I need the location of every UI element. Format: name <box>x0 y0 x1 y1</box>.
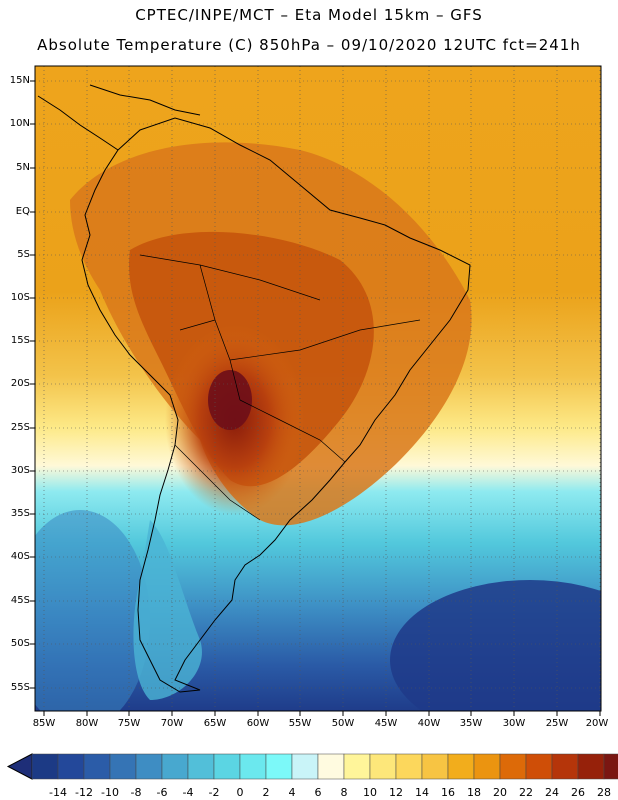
colorbar-swatch <box>499 753 527 780</box>
colorbar-swatch <box>421 753 449 780</box>
lon-label: 20W <box>585 718 609 729</box>
axis-ticks <box>30 80 601 716</box>
lon-label: 50W <box>331 718 355 729</box>
colorbar-label: 22 <box>519 786 533 799</box>
colorbar-swatch <box>369 753 397 780</box>
colorbar-swatch <box>447 753 475 780</box>
lon-label: 35W <box>459 718 483 729</box>
colorbar-swatch <box>239 753 267 780</box>
colorbar-swatch <box>317 753 345 780</box>
country-borders <box>139 254 421 521</box>
colorbar-label: 28 <box>597 786 611 799</box>
colorbar-swatch <box>57 753 85 780</box>
colorbar-label: 18 <box>467 786 481 799</box>
lon-label: 85W <box>32 718 56 729</box>
lon-label: 25W <box>545 718 569 729</box>
lat-label: 15N <box>9 75 30 86</box>
lon-label: 55W <box>288 718 312 729</box>
colorbar-label: 4 <box>288 786 296 799</box>
colorbar-label: 10 <box>363 786 377 799</box>
lat-label: 45S <box>10 595 30 606</box>
colorbar-label: -14 <box>49 786 67 799</box>
colorbar-swatch <box>135 753 163 780</box>
colorbar-swatch <box>551 753 579 780</box>
colorbar-label: 20 <box>493 786 507 799</box>
colorbar-swatch <box>473 753 501 780</box>
colorbar-label: -12 <box>75 786 93 799</box>
lat-label: 10S <box>10 292 30 303</box>
lat-label: 55S <box>10 682 30 693</box>
colorbar-swatch <box>343 753 371 780</box>
colorbar-label: -4 <box>182 786 194 799</box>
colorbar-swatch <box>109 753 137 780</box>
lat-label: 35S <box>10 508 30 519</box>
colorbar-swatch <box>213 753 241 780</box>
colorbar-label: -8 <box>130 786 142 799</box>
map-title-line-1: CPTEC/INPE/MCT – Eta Model 15km – GFS <box>135 6 483 24</box>
colorbar-under-arrow <box>6 753 33 780</box>
colorbar-swatch <box>291 753 319 780</box>
colorbar-label: -2 <box>208 786 220 799</box>
colorbar-swatch <box>161 753 189 780</box>
colorbar-swatch <box>31 753 59 780</box>
lon-label: 45W <box>374 718 398 729</box>
lat-label: 30S <box>10 465 30 476</box>
lat-label: 5S <box>17 249 30 260</box>
colorbar-label: 2 <box>262 786 270 799</box>
colorbar-label: 26 <box>571 786 585 799</box>
colorbar-swatch <box>577 753 605 780</box>
colorbar-swatch <box>603 753 618 780</box>
lat-label: 50S <box>10 638 30 649</box>
colorbar-label: -6 <box>156 786 168 799</box>
colorbar-swatch <box>83 753 111 780</box>
south-america-coastline <box>81 117 471 693</box>
lat-label: 10N <box>9 118 30 129</box>
lon-label: 75W <box>117 718 141 729</box>
colorbar-swatch <box>525 753 553 780</box>
colorbar-label: -10 <box>101 786 119 799</box>
colorbar-label: 24 <box>545 786 559 799</box>
colorbar-swatch <box>395 753 423 780</box>
colorbar-label: 16 <box>441 786 455 799</box>
colorbar-swatch <box>187 753 215 780</box>
colorbar-label: 14 <box>415 786 429 799</box>
colorbar-label: 12 <box>389 786 403 799</box>
lon-label: 60W <box>246 718 270 729</box>
map-title-line-2: Absolute Temperature (C) 850hPa – 09/10/… <box>37 36 581 54</box>
lat-label: 25S <box>10 422 30 433</box>
colorbar <box>6 753 618 780</box>
lon-label: 40W <box>417 718 441 729</box>
colorbar-label: 8 <box>340 786 348 799</box>
lon-label: 30W <box>502 718 526 729</box>
lon-label: 65W <box>203 718 227 729</box>
lat-label: 40S <box>10 551 30 562</box>
lat-label: 20S <box>10 378 30 389</box>
colorbar-swatch <box>265 753 293 780</box>
lat-label: EQ <box>15 206 30 217</box>
lon-label: 70W <box>160 718 184 729</box>
lat-label: 15S <box>10 335 30 346</box>
lon-label: 80W <box>75 718 99 729</box>
central-america-coastline <box>37 84 201 151</box>
colorbar-label: 0 <box>236 786 244 799</box>
lat-label: 5N <box>16 162 30 173</box>
colorbar-label: 6 <box>314 786 322 799</box>
